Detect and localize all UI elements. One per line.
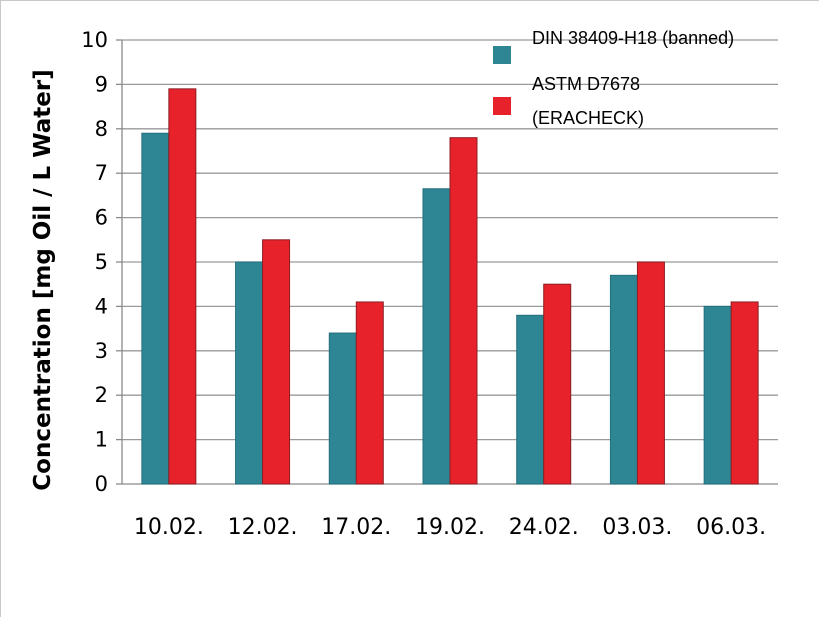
bar-din-5 bbox=[516, 314, 545, 485]
y-tick-label: 3 bbox=[95, 339, 108, 363]
legend-label-astm-line2: (ERACHECK) bbox=[532, 108, 644, 128]
y-tick-label: 7 bbox=[95, 161, 108, 185]
bar-astm-1 bbox=[168, 88, 197, 485]
x-tick-label: 19.02. bbox=[415, 515, 485, 540]
x-axis-ticks: 10.02. 12.02. 17.02. 19.02. 24.02. 03.03. 06.0… bbox=[134, 515, 766, 540]
y-axis-ticks: 0 1 2 3 4 5 6 7 8 9 10 bbox=[81, 28, 123, 496]
bar-din-3 bbox=[328, 332, 357, 485]
y-tick-label: 0 bbox=[95, 472, 108, 496]
y-tick-label: 6 bbox=[95, 206, 108, 230]
bar-astm-2 bbox=[262, 239, 291, 485]
y-tick-label: 9 bbox=[95, 72, 108, 96]
legend-swatch-din bbox=[493, 46, 511, 64]
y-tick-label: 8 bbox=[95, 117, 108, 141]
y-tick-label: 5 bbox=[95, 250, 108, 274]
legend-label-din: DIN 38409-H18 (banned) bbox=[532, 28, 734, 48]
y-tick-label: 10 bbox=[81, 28, 108, 52]
y-tick-label: 1 bbox=[95, 428, 108, 452]
bar-din-6 bbox=[609, 274, 638, 485]
y-axis-label: Concentration [mg Oil / L Water] bbox=[30, 69, 56, 490]
bar-astm-7 bbox=[730, 301, 759, 485]
bar-astm-3 bbox=[355, 301, 384, 485]
bar-astm-6 bbox=[636, 261, 665, 485]
bar-din-1 bbox=[141, 132, 170, 485]
legend: DIN 38409-H18 (banned) ASTM D7678 (ERACH… bbox=[493, 28, 734, 128]
legend-swatch-astm bbox=[493, 97, 511, 115]
bar-astm-4 bbox=[449, 137, 478, 485]
x-tick-label: 10.02. bbox=[134, 515, 204, 540]
bar-din-4 bbox=[422, 188, 451, 485]
x-tick-label: 17.02. bbox=[321, 515, 391, 540]
bar-astm-5 bbox=[543, 283, 572, 485]
x-tick-label: 03.03. bbox=[602, 515, 672, 540]
bars bbox=[141, 88, 759, 485]
x-tick-label: 06.03. bbox=[696, 515, 766, 540]
y-tick-label: 4 bbox=[95, 294, 108, 318]
bar-din-2 bbox=[235, 261, 264, 485]
x-tick-label: 24.02. bbox=[509, 515, 579, 540]
legend-label-astm-line1: ASTM D7678 bbox=[532, 74, 640, 94]
x-tick-label: 12.02. bbox=[228, 515, 298, 540]
y-tick-label: 2 bbox=[95, 383, 108, 407]
bar-din-7 bbox=[703, 305, 732, 485]
